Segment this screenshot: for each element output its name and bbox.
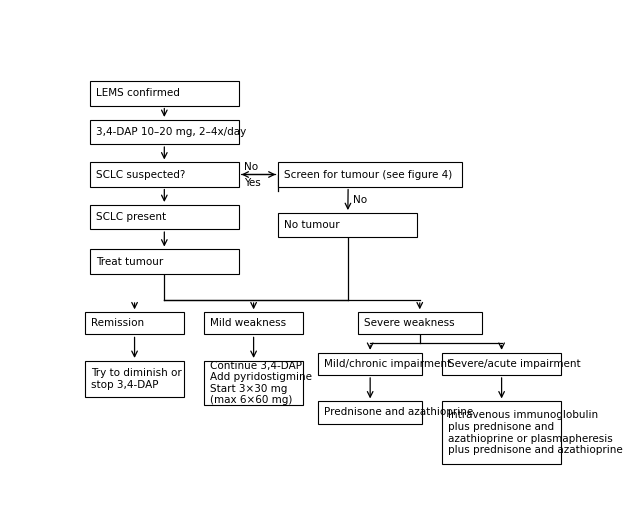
FancyBboxPatch shape: [90, 82, 239, 106]
Text: Severe weakness: Severe weakness: [364, 318, 454, 328]
Text: No: No: [244, 162, 258, 172]
FancyBboxPatch shape: [442, 353, 561, 375]
FancyBboxPatch shape: [90, 120, 239, 144]
FancyBboxPatch shape: [204, 361, 303, 406]
Text: Try to diminish or
stop 3,4-DAP: Try to diminish or stop 3,4-DAP: [91, 368, 182, 390]
FancyBboxPatch shape: [442, 401, 561, 464]
FancyBboxPatch shape: [278, 163, 462, 187]
Text: Prednisone and azathioprine: Prednisone and azathioprine: [324, 408, 474, 418]
FancyBboxPatch shape: [90, 205, 239, 229]
Text: Intravenous immunoglobulin
plus prednisone and
azathioprine or plasmapheresis
pl: Intravenous immunoglobulin plus predniso…: [448, 410, 623, 455]
Text: SCLC suspected?: SCLC suspected?: [96, 169, 185, 179]
Text: SCLC present: SCLC present: [96, 212, 166, 222]
FancyBboxPatch shape: [90, 249, 239, 274]
Text: No: No: [353, 195, 367, 205]
Text: Mild weakness: Mild weakness: [210, 318, 286, 328]
FancyBboxPatch shape: [204, 312, 303, 335]
FancyBboxPatch shape: [278, 213, 417, 237]
FancyBboxPatch shape: [85, 361, 184, 397]
Text: Yes: Yes: [244, 178, 260, 188]
Text: No tumour: No tumour: [284, 220, 340, 230]
Text: Continue 3,4-DAP
Add pyridostigmine
Start 3×30 mg
(max 6×60 mg): Continue 3,4-DAP Add pyridostigmine Star…: [210, 361, 312, 406]
Text: LEMS confirmed: LEMS confirmed: [96, 88, 180, 98]
FancyBboxPatch shape: [358, 312, 482, 335]
Text: Mild/chronic impairment: Mild/chronic impairment: [324, 359, 451, 369]
FancyBboxPatch shape: [318, 353, 422, 375]
FancyBboxPatch shape: [318, 401, 422, 423]
Text: Remission: Remission: [91, 318, 144, 328]
FancyBboxPatch shape: [90, 163, 239, 187]
Text: Severe/acute impairment: Severe/acute impairment: [448, 359, 580, 369]
FancyBboxPatch shape: [85, 312, 184, 335]
Text: 3,4-DAP 10–20 mg, 2–4x/day: 3,4-DAP 10–20 mg, 2–4x/day: [96, 127, 246, 137]
Text: Screen for tumour (see figure 4): Screen for tumour (see figure 4): [284, 169, 452, 179]
Text: Treat tumour: Treat tumour: [96, 257, 163, 267]
